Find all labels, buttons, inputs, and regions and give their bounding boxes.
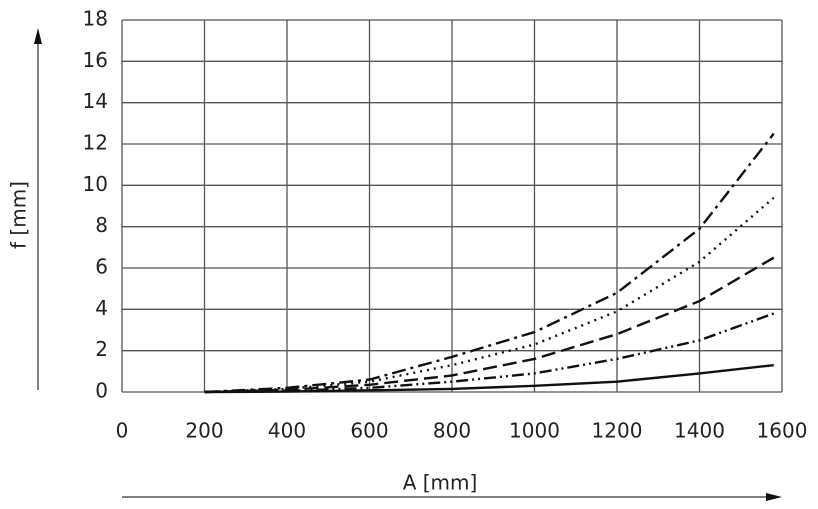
data-line bbox=[204, 132, 775, 394]
x-axis-label: A [mm] bbox=[403, 471, 478, 495]
x-tick-label: 600 bbox=[350, 419, 388, 443]
x-tick-label: 1000 bbox=[509, 419, 560, 443]
y-tick-label: 0 bbox=[95, 379, 108, 403]
y-tick-label: 14 bbox=[83, 89, 108, 113]
y-tick-label: 8 bbox=[95, 213, 108, 237]
x-tick-label: 1600 bbox=[757, 419, 808, 443]
x-tick-label: 800 bbox=[433, 419, 471, 443]
x-arrow-head bbox=[766, 493, 782, 501]
y-axis-label: f [mm] bbox=[7, 181, 31, 249]
data-line bbox=[204, 256, 775, 394]
y-tick-label: 6 bbox=[95, 255, 108, 279]
y-tick-label: 12 bbox=[83, 131, 108, 155]
x-tick-label: 200 bbox=[185, 419, 223, 443]
x-tick-label: 0 bbox=[116, 419, 129, 443]
y-tick-label: 4 bbox=[95, 296, 108, 320]
y-tick-label: 16 bbox=[83, 48, 108, 72]
x-tick-label: 1200 bbox=[592, 419, 643, 443]
data-line bbox=[204, 363, 774, 394]
x-tick-label: 400 bbox=[268, 419, 306, 443]
data-line bbox=[204, 312, 775, 394]
y-arrow-head bbox=[34, 28, 42, 44]
y-tick-label: 10 bbox=[83, 172, 108, 196]
y-tick-label: 2 bbox=[95, 337, 108, 361]
x-tick-label: 1400 bbox=[674, 419, 725, 443]
y-tick-label: 18 bbox=[83, 7, 108, 31]
